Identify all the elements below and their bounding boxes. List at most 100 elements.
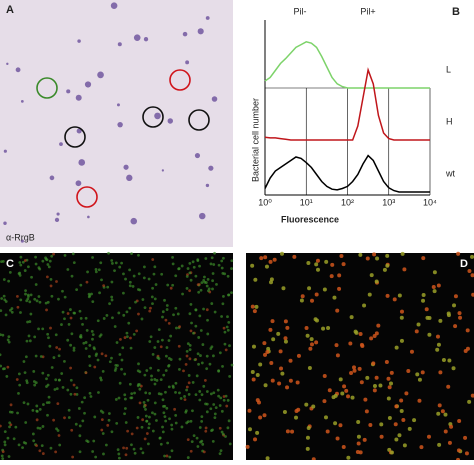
cell-spot [110,298,114,302]
cell-spot [78,424,82,428]
cell-spot [63,416,66,420]
cell-spot [140,425,144,429]
cell-spot [99,409,103,413]
cell-spot [104,443,108,447]
cell-spot [151,302,154,306]
cell-spot [270,319,275,324]
cell-spot [277,381,282,386]
cell-spot [178,391,181,395]
series-label: L [446,64,451,74]
cell-spot [416,322,421,327]
cell-spot [139,384,143,388]
cell-spot [195,374,199,378]
cell-spot [173,407,177,411]
cell-spot [280,371,285,376]
cell-spot [106,423,110,427]
cell-spot [27,265,30,269]
cell-spot [272,257,277,262]
cell-spot [294,408,299,413]
cell-spot [106,285,110,289]
cell-spot [0,454,4,458]
cell-spot [369,273,374,278]
cell-spot [78,434,82,438]
cell-spot [230,259,234,263]
cell-spot [75,288,79,292]
cell-spot [53,388,57,391]
cell-spot [371,361,376,366]
cell-spot [399,338,404,343]
cell-spot [189,278,193,282]
cell-spot [197,362,200,366]
cell-spot [226,315,229,319]
cell-spot [145,419,149,423]
cell-spot [117,42,122,47]
cell-spot [202,384,206,388]
cell-spot [349,315,354,320]
cell-spot [114,398,118,401]
cell-spot [185,385,189,389]
cell-spot [227,419,231,423]
cell-spot [402,443,407,448]
cell-spot [161,310,165,314]
cell-spot [194,152,201,159]
cell-spot [176,312,180,316]
cell-spot [175,326,178,330]
cell-spot [107,418,111,422]
cell-spot [8,410,12,414]
cell-spot [24,292,27,296]
cell-spot [142,276,146,280]
x-tick-label: 10² [341,197,354,207]
cell-spot [406,369,411,374]
cell-spot [222,326,226,330]
cell-spot [129,396,133,400]
cell-spot [84,81,92,88]
cell-spot [143,437,147,441]
cell-spot [219,449,223,453]
cell-spot [8,270,12,274]
cell-spot [153,265,157,269]
cell-spot [424,307,429,312]
cell-spot [394,437,399,442]
cell-spot [470,254,474,259]
cell-spot [254,304,259,309]
cell-spot [63,254,67,257]
cell-spot [358,450,363,455]
cell-spot [152,272,156,276]
cell-spot [334,343,339,348]
cell-spot [54,378,58,382]
cell-spot [196,283,200,287]
cell-spot [253,277,258,282]
cell-spot [49,175,55,181]
cell-spot [31,432,35,436]
cell-spot [67,322,71,326]
cell-spot [137,272,141,276]
cell-spot [314,340,319,345]
cell-spot [263,255,268,260]
cell-spot [129,346,133,350]
cell-spot [77,39,81,43]
cell-spot [427,332,432,337]
cell-spot [337,286,342,291]
cell-spot [281,286,286,291]
cell-spot [285,429,290,434]
cell-spot [269,361,274,366]
cell-spot [192,331,195,335]
cell-spot [165,304,169,307]
cell-spot [35,404,39,408]
cell-spot [443,412,448,417]
cell-spot [142,400,146,404]
cell-spot [97,391,100,394]
cell-spot [40,444,44,448]
circle-marker [64,126,86,148]
cell-spot [87,215,90,219]
cell-spot [133,34,141,41]
cell-spot [325,429,330,434]
cell-spot [441,358,446,363]
cell-spot [421,292,426,297]
cell-spot [3,430,7,434]
cell-spot [220,409,224,413]
cell-spot [230,267,233,270]
cell-spot [31,408,35,412]
cell-spot [419,445,424,450]
cell-spot [363,397,368,402]
